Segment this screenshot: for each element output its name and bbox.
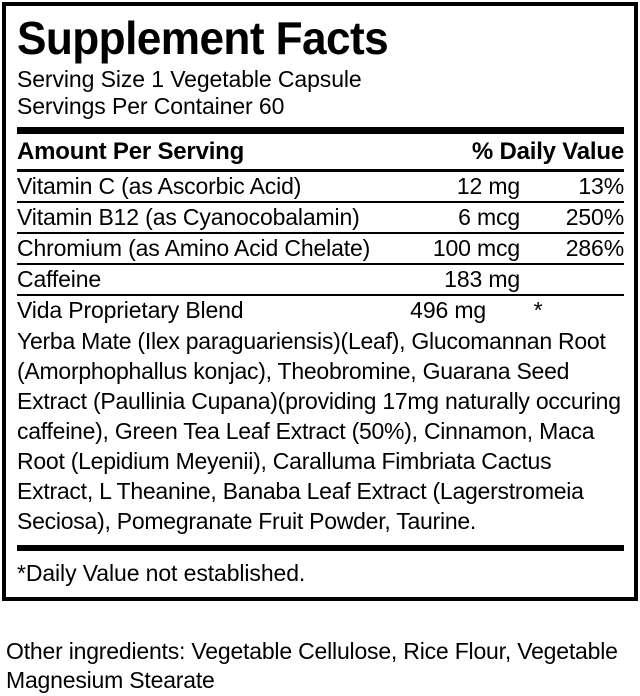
divider-thick-top <box>17 127 624 134</box>
nutrient-name: Vitamin C (as Ascorbic Acid) <box>17 173 302 199</box>
nutrient-name: Caffeine <box>17 266 102 292</box>
table-header-row: Amount Per Serving % Daily Value <box>17 134 624 169</box>
nutrient-amount: 100 mcg <box>432 235 520 261</box>
supplement-facts-panel: Supplement Facts Serving Size 1 Vegetabl… <box>2 2 638 601</box>
nutrient-dv: 13% <box>578 173 624 199</box>
divider-row <box>17 201 624 203</box>
nutrient-name: Vitamin B12 (as Cyanocobalamin) <box>17 204 360 230</box>
nutrient-amount: 6 mcg <box>458 204 520 230</box>
nutrient-amount: 496 mg <box>410 297 486 323</box>
table-row: Vitamin B12 (as Cyanocobalamin) 6 mcg 25… <box>17 203 624 232</box>
divider-row <box>17 232 624 234</box>
servings-per-container: Servings Per Container 60 <box>17 93 285 119</box>
page-title: Supplement Facts <box>17 12 389 64</box>
divider-row <box>17 263 624 265</box>
nutrient-name: Vida Proprietary Blend <box>17 297 244 323</box>
table-row: Vida Proprietary Blend 496 mg * <box>17 296 624 325</box>
table-row: Vitamin C (as Ascorbic Acid) 12 mg 13% <box>17 172 624 201</box>
table-row: Caffeine 183 mg <box>17 265 624 294</box>
serving-size: Serving Size 1 Vegetable Capsule <box>17 66 362 92</box>
nutrient-amount: 183 mg <box>444 266 520 292</box>
nutrient-amount: 12 mg <box>456 173 520 199</box>
table-row: Chromium (as Amino Acid Chelate) 100 mcg… <box>17 234 624 263</box>
daily-value-label: % Daily Value <box>471 138 624 165</box>
nutrient-dv-asterisk: * <box>533 297 543 323</box>
divider-header <box>17 169 624 172</box>
divider-thick-bottom <box>17 545 624 551</box>
divider-row <box>17 294 624 296</box>
nutrient-dv: 286% <box>565 235 624 261</box>
daily-value-footnote: *Daily Value not established. <box>17 560 306 586</box>
serving-info: Serving Size 1 Vegetable Capsule Serving… <box>17 66 624 124</box>
amount-per-serving-label: Amount Per Serving <box>17 138 245 165</box>
nutrient-name: Chromium (as Amino Acid Chelate) <box>17 235 371 261</box>
other-ingredients-text: Other ingredients: Vegetable Cellulose, … <box>6 638 618 693</box>
blend-ingredients-text: Yerba Mate (Ilex paraguariensis)(Leaf), … <box>17 328 621 534</box>
nutrient-dv: 250% <box>565 204 624 230</box>
